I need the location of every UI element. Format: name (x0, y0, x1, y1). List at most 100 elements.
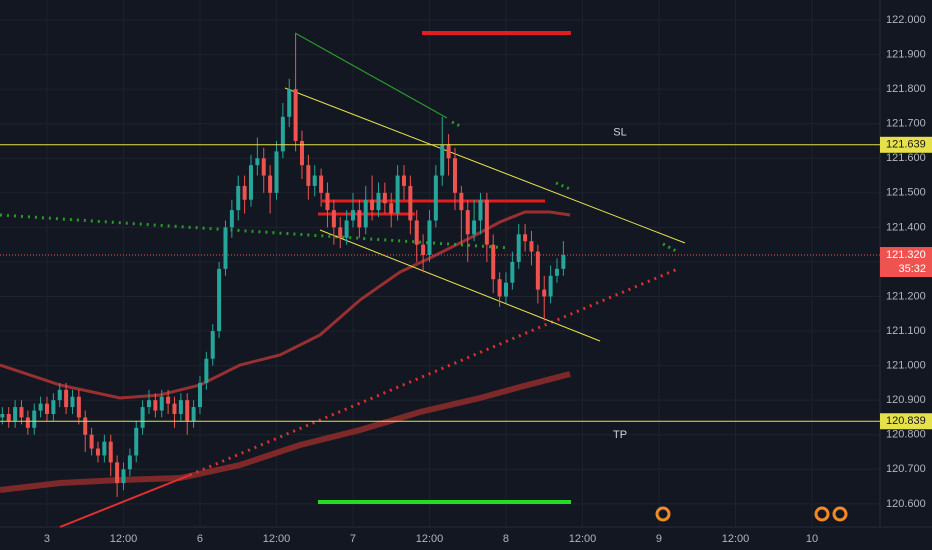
x-tick-label: 12:00 (416, 533, 444, 545)
countdown: 35:32 (898, 263, 926, 275)
candle-body (76, 396, 81, 418)
candle-body (229, 210, 234, 228)
candle-body (421, 244, 426, 256)
candle-body (178, 400, 183, 414)
level-name: SL (613, 127, 626, 139)
x-tick-label: 12:00 (569, 533, 597, 545)
y-tick-label: 121.800 (886, 83, 926, 95)
y-tick-label: 121.400 (886, 221, 926, 233)
candle-body (414, 220, 419, 245)
candle-body (306, 165, 311, 186)
candle-body (242, 185, 247, 200)
candle-body (38, 403, 43, 411)
candle-body (153, 400, 158, 411)
event-icon (655, 506, 671, 522)
candle-body (370, 199, 375, 211)
candle-body (446, 144, 451, 159)
candle-body (440, 144, 445, 176)
candle-body (472, 220, 477, 235)
y-tick-label: 121.100 (886, 325, 926, 337)
level-name: TP (613, 429, 627, 441)
channel-line (284, 87, 686, 244)
grid (0, 0, 932, 528)
candle-body (51, 400, 56, 414)
y-tick-label: 120.600 (886, 498, 926, 510)
candle-body (236, 185, 241, 211)
candle-body (299, 140, 304, 166)
y-tick-label: 121.000 (886, 360, 926, 372)
x-tick-label: 12:00 (263, 533, 291, 545)
candle-body (121, 469, 126, 484)
candle-body (159, 396, 164, 411)
candle-body (338, 227, 343, 238)
candle-body (19, 407, 24, 418)
candle-body (13, 407, 18, 421)
candle-body (185, 400, 190, 421)
candle-body (217, 268, 222, 332)
candle-body (491, 244, 496, 280)
candle-body (44, 403, 49, 414)
moving-average (0, 371, 571, 493)
x-tick-label: 6 (197, 533, 203, 545)
candle-body (401, 175, 406, 186)
candle-body (210, 331, 215, 359)
candle-body (70, 396, 75, 408)
candle-body (382, 192, 387, 204)
candle-body (248, 165, 253, 200)
y-tick-label: 120.800 (886, 429, 926, 441)
candle-body (127, 455, 132, 470)
x-tick-label: 12:00 (722, 533, 750, 545)
candle-body (427, 220, 432, 256)
candle-body (95, 448, 100, 456)
x-tick-label: 9 (656, 533, 662, 545)
candle-body (542, 289, 547, 297)
dots (555, 181, 571, 191)
last-price-box (880, 247, 932, 278)
candle-body (535, 251, 540, 290)
overlay: 120.600 120.700 120.800 120.900 121.000 121.1… (0, 14, 932, 545)
candle-body (255, 158, 260, 166)
candle-body (261, 158, 266, 176)
trend-line (59, 474, 191, 528)
candle-body (548, 275, 553, 297)
candle-body (140, 407, 145, 428)
candle-body (465, 210, 470, 235)
candle-body (89, 434, 94, 449)
candle-body (312, 175, 317, 186)
candle-body (478, 199, 483, 221)
candle-body (83, 417, 88, 435)
candle-body (64, 389, 69, 408)
candle-body (516, 234, 521, 262)
candle-body (484, 199, 489, 245)
candle-body (395, 175, 400, 214)
candle-body (102, 441, 107, 456)
candle-body (529, 241, 534, 252)
candle-body (503, 282, 508, 297)
event-icon (832, 506, 848, 522)
y-tick-label: 120.700 (886, 463, 926, 475)
candle-body (115, 462, 120, 484)
y-tick-label: 121.600 (886, 152, 926, 164)
candle-body (280, 116, 285, 152)
candle-body (389, 203, 394, 214)
candle-body (32, 410, 37, 428)
y-tick-label: 121.200 (886, 290, 926, 302)
candle-body (223, 227, 228, 269)
candle-body (146, 400, 151, 408)
candle-body (376, 192, 381, 211)
level-price-label: 120.839 (886, 415, 926, 427)
candle-body (166, 396, 171, 404)
candle-body (287, 89, 292, 117)
candle-body (274, 151, 279, 193)
candle-body (561, 255, 566, 269)
candle-body (331, 210, 336, 228)
last-price-label: 121.320 (886, 249, 926, 261)
y-tick-label: 121.500 (886, 187, 926, 199)
candle-body (554, 268, 559, 276)
candle-body (191, 407, 196, 421)
candle-body (363, 199, 368, 228)
x-tick-label: 8 (503, 533, 509, 545)
candle-body (344, 220, 349, 238)
